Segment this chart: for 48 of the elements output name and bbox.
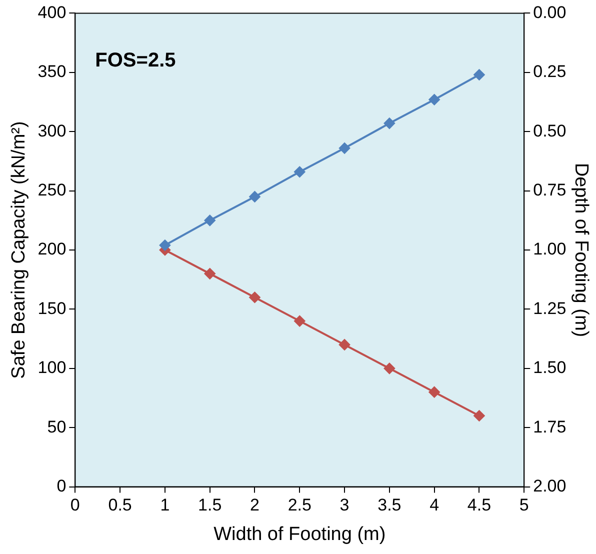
x-tick-label: 1.5 xyxy=(198,496,222,515)
point xyxy=(249,292,260,303)
y2-tick-label: 1.25 xyxy=(533,298,566,318)
point xyxy=(474,410,485,422)
y-tick-label: 250 xyxy=(38,180,66,200)
point xyxy=(204,214,216,226)
y-tick-label: 0 xyxy=(56,476,66,496)
x-axis-title: Width of Footing (m) xyxy=(214,524,386,545)
y-tick-label: 100 xyxy=(38,358,66,378)
point xyxy=(294,166,306,178)
point xyxy=(249,191,260,202)
point xyxy=(474,69,485,80)
y2-tick-label: 1.00 xyxy=(533,240,566,259)
x-tick-label: 4.5 xyxy=(467,496,492,515)
y-tick-label: 200 xyxy=(38,240,66,259)
x-tick-label: 4 xyxy=(430,496,440,515)
annotation: FOS=2.5 xyxy=(95,50,176,72)
point xyxy=(294,316,306,327)
y2-tick-label: 0.50 xyxy=(533,121,566,140)
point xyxy=(204,268,216,280)
point xyxy=(339,142,350,154)
point xyxy=(384,362,395,374)
point xyxy=(339,339,350,350)
y2-tick-label: 2.00 xyxy=(533,476,566,496)
y-tick-label: 400 xyxy=(38,2,66,22)
x-tick-label: 3.5 xyxy=(378,496,402,515)
y2-tick-label: 1.50 xyxy=(533,358,566,378)
y2-tick-label: 0.75 xyxy=(533,180,566,200)
x-tick-label: 0 xyxy=(70,496,80,515)
y2-axis-title: Depth of Footing (m) xyxy=(570,162,592,338)
x-tick-label: 5 xyxy=(519,496,529,515)
y-axis-title: Safe Bearing Capacity (kN/m²) xyxy=(8,121,30,379)
y-tick-label: 50 xyxy=(47,417,66,436)
point xyxy=(428,94,440,106)
x-tick-label: 3 xyxy=(340,496,350,515)
x-tick-label: 2 xyxy=(250,496,260,515)
y2-tick-label: 0.25 xyxy=(533,62,566,82)
x-tick-label: 1 xyxy=(160,496,170,515)
point xyxy=(159,240,170,251)
y-tick-label: 300 xyxy=(38,121,66,140)
y2-tick-label: 0.00 xyxy=(533,2,566,22)
point xyxy=(384,118,395,129)
y-tick-label: 150 xyxy=(38,298,66,318)
y-tick-label: 350 xyxy=(38,62,66,82)
y2-tick-label: 1.75 xyxy=(533,417,566,436)
x-tick-label: 2.5 xyxy=(288,496,312,515)
point xyxy=(428,386,440,398)
x-tick-label: 0.5 xyxy=(108,496,132,515)
